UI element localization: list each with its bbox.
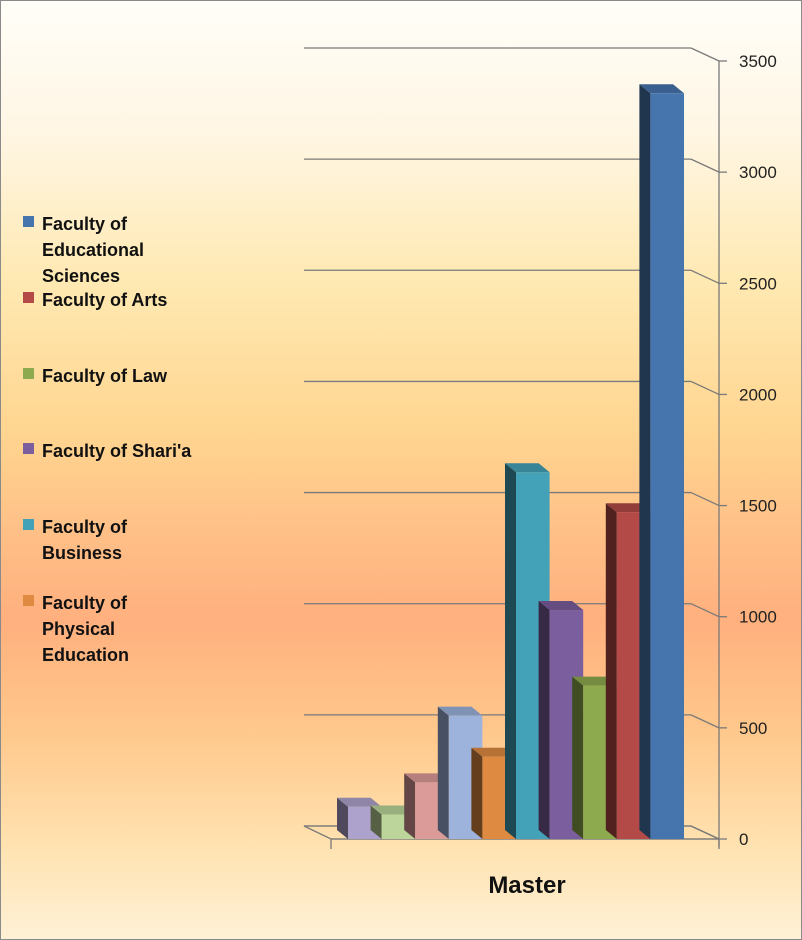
- gridline-side: [690, 158, 720, 173]
- y-tick-label: 1000: [739, 608, 777, 627]
- legend-item: Faculty of Arts: [23, 287, 192, 313]
- bar-side: [471, 747, 483, 839]
- legend-label: Faculty of Shari'a: [42, 441, 192, 461]
- bar-top: [404, 773, 449, 783]
- y-tick-label: 2500: [739, 274, 777, 293]
- legend-item: Faculty of Educational Sciences: [23, 211, 192, 289]
- bar-side: [370, 805, 382, 839]
- bar-side: [538, 601, 550, 839]
- legend-swatch: [23, 216, 34, 227]
- bar-side: [505, 463, 516, 839]
- legend-label: Faculty of Physical Education: [42, 593, 130, 665]
- legend-label: Faculty of Arts: [42, 290, 168, 310]
- bar-top: [572, 676, 617, 686]
- y-tick-label: 1500: [739, 497, 777, 516]
- bar-top: [605, 503, 651, 513]
- bar-side: [605, 503, 617, 839]
- gridline-side: [690, 603, 720, 618]
- legend-item: Faculty of Business: [23, 514, 192, 566]
- legend-label: Faculty of Law: [42, 366, 168, 386]
- gridline-side: [690, 491, 720, 507]
- gridline-side: [690, 269, 720, 284]
- y-tick-label: 3500: [739, 52, 777, 71]
- legend-label: Faculty of Educational Sciences: [42, 214, 145, 286]
- gridline-side: [690, 714, 720, 729]
- gridline-side: [690, 47, 720, 62]
- bar-top: [471, 747, 516, 757]
- bar-top: [538, 601, 584, 611]
- legend-swatch: [23, 519, 34, 530]
- bar: [639, 84, 684, 839]
- bar-side: [437, 706, 449, 839]
- legend-label: Faculty of Business: [42, 517, 128, 563]
- legend-swatch: [23, 595, 34, 606]
- y-tick-label: 3000: [739, 163, 777, 182]
- y-tick-label: 500: [739, 719, 767, 738]
- legend-swatch: [23, 292, 34, 303]
- bar-front: [650, 93, 684, 839]
- legend-item: Faculty of Physical Education: [23, 590, 192, 668]
- bar-series: [337, 84, 684, 839]
- bar-side: [337, 797, 348, 839]
- bar-top: [437, 706, 483, 716]
- bar-side: [639, 84, 651, 839]
- bar-side: [404, 773, 416, 839]
- legend-swatch: [23, 443, 34, 454]
- bar-top: [505, 463, 550, 473]
- y-tick-label: 0: [739, 830, 748, 849]
- bar-top: [337, 797, 382, 807]
- x-axis-label: Master: [488, 872, 565, 899]
- legend-swatch: [23, 368, 34, 379]
- bar-top: [639, 84, 684, 94]
- bar-top: [370, 805, 416, 815]
- legend-item: Faculty of Law: [23, 363, 192, 389]
- bar-side: [572, 676, 584, 839]
- y-tick-label: 2000: [739, 385, 777, 404]
- bar: [370, 805, 416, 839]
- legend-item: Faculty of Shari'a: [23, 438, 192, 464]
- gridline-side: [690, 380, 720, 396]
